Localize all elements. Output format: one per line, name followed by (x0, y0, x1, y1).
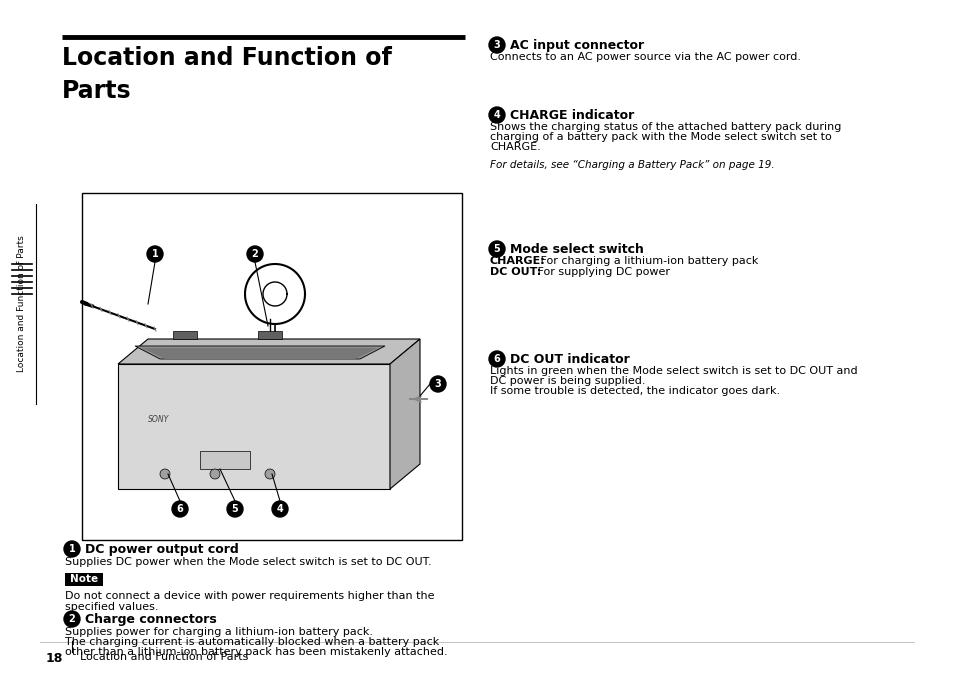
Polygon shape (118, 364, 390, 489)
Text: DC OUT indicator: DC OUT indicator (510, 353, 629, 366)
Text: Do not connect a device with power requirements higher than the: Do not connect a device with power requi… (65, 591, 434, 601)
FancyBboxPatch shape (65, 573, 103, 586)
Polygon shape (390, 339, 419, 489)
Text: For charging a lithium-ion battery pack: For charging a lithium-ion battery pack (537, 256, 758, 266)
FancyBboxPatch shape (200, 451, 250, 469)
Text: If some trouble is detected, the indicator goes dark.: If some trouble is detected, the indicat… (490, 386, 780, 396)
FancyBboxPatch shape (82, 193, 461, 540)
Text: 5: 5 (232, 504, 238, 514)
Circle shape (147, 246, 163, 262)
FancyBboxPatch shape (172, 331, 196, 339)
Circle shape (64, 541, 80, 557)
Polygon shape (135, 346, 385, 359)
Text: SONY: SONY (148, 415, 169, 423)
Circle shape (272, 501, 288, 517)
Text: DC OUT:: DC OUT: (490, 267, 540, 277)
Polygon shape (118, 339, 419, 364)
Circle shape (172, 501, 188, 517)
Circle shape (227, 501, 243, 517)
Circle shape (489, 241, 504, 257)
Text: Note: Note (70, 574, 98, 584)
Text: Shows the charging status of the attached battery pack during: Shows the charging status of the attache… (490, 122, 841, 132)
Circle shape (430, 376, 446, 392)
Text: Connects to an AC power source via the AC power cord.: Connects to an AC power source via the A… (490, 52, 801, 62)
Text: CHARGE:: CHARGE: (490, 256, 545, 266)
Circle shape (210, 469, 220, 479)
Text: 6: 6 (493, 354, 500, 364)
Text: 4: 4 (493, 110, 500, 120)
Text: Supplies DC power when the Mode select switch is set to DC OUT.: Supplies DC power when the Mode select s… (65, 557, 431, 567)
Text: 3: 3 (435, 379, 441, 389)
Text: 3: 3 (493, 40, 500, 50)
Circle shape (265, 469, 274, 479)
Text: Mode select switch: Mode select switch (510, 243, 643, 256)
Circle shape (247, 246, 263, 262)
Text: 1: 1 (69, 544, 75, 554)
Text: Charge connectors: Charge connectors (85, 613, 216, 626)
Polygon shape (142, 348, 377, 359)
Text: Location and Function of: Location and Function of (62, 46, 392, 70)
Text: DC power output cord: DC power output cord (85, 543, 238, 556)
Text: 4: 4 (276, 504, 283, 514)
Text: Location and Function of Parts: Location and Function of Parts (17, 236, 27, 372)
Circle shape (160, 469, 170, 479)
Text: CHARGE indicator: CHARGE indicator (510, 109, 634, 122)
Text: For details, see “Charging a Battery Pack” on page 19.: For details, see “Charging a Battery Pac… (490, 160, 774, 170)
Text: 5: 5 (493, 244, 500, 254)
Text: DC power is being supplied.: DC power is being supplied. (490, 376, 645, 386)
Text: 2: 2 (252, 249, 258, 259)
Text: Lights in green when the Mode select switch is set to DC OUT and: Lights in green when the Mode select swi… (490, 366, 857, 376)
Text: AC input connector: AC input connector (510, 39, 643, 52)
Text: 2: 2 (69, 614, 75, 624)
Text: 6: 6 (176, 504, 183, 514)
Text: The charging current is automatically blocked when a battery pack: The charging current is automatically bl… (65, 637, 438, 647)
Text: Parts: Parts (62, 79, 132, 103)
Text: specified values.: specified values. (65, 602, 158, 612)
Circle shape (489, 107, 504, 123)
Text: For supplying DC power: For supplying DC power (534, 267, 669, 277)
Text: charging of a battery pack with the Mode select switch set to: charging of a battery pack with the Mode… (490, 132, 831, 142)
Text: other than a lithium-ion battery pack has been mistakenly attached.: other than a lithium-ion battery pack ha… (65, 647, 447, 657)
Text: 1: 1 (152, 249, 158, 259)
Text: CHARGE.: CHARGE. (490, 142, 540, 152)
Text: 18: 18 (46, 652, 63, 665)
FancyBboxPatch shape (257, 331, 282, 339)
Text: Supplies power for charging a lithium-ion battery pack.: Supplies power for charging a lithium-io… (65, 627, 373, 637)
Circle shape (489, 351, 504, 367)
Circle shape (489, 37, 504, 53)
Circle shape (64, 611, 80, 627)
Text: Location and Function of Parts: Location and Function of Parts (80, 652, 248, 662)
